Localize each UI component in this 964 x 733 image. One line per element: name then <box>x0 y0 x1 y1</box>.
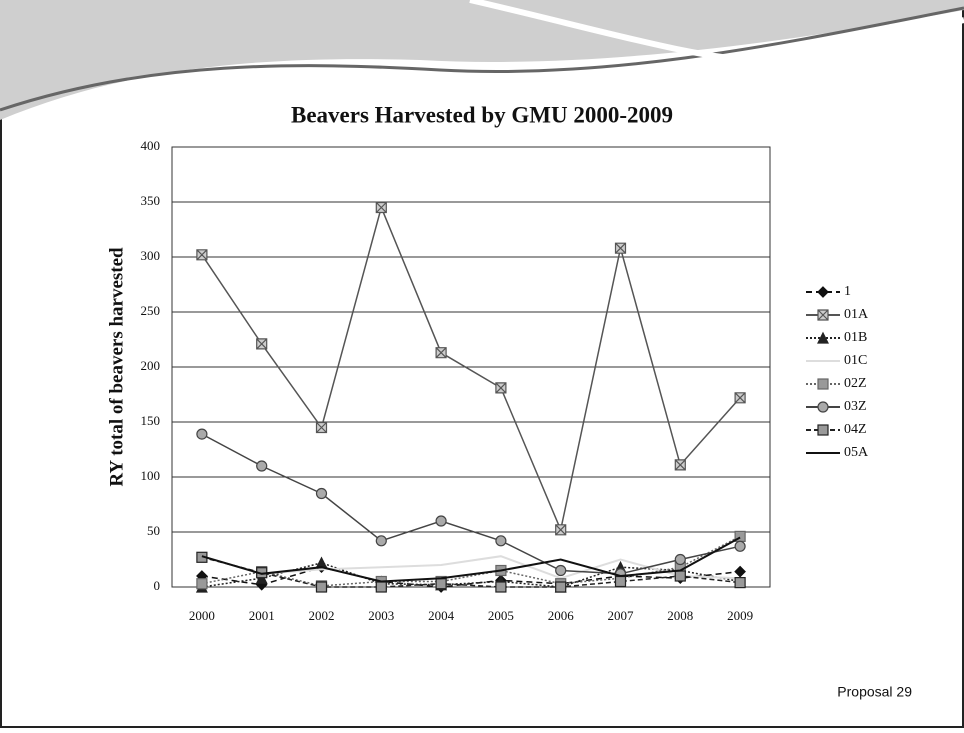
series <box>196 428 746 580</box>
series-line <box>201 205 741 533</box>
marker <box>674 553 686 566</box>
y-tick-label: 200 <box>141 358 161 373</box>
plot: 0 50 100 150 200 250 300 350 400 2000 2001 2002 2003… <box>141 138 870 623</box>
legend-marker <box>817 401 829 413</box>
footer: Proposal 29 <box>837 684 912 700</box>
x-tick-label: 2003 <box>368 608 394 623</box>
marker <box>734 576 746 589</box>
series-line <box>201 555 741 580</box>
marker <box>435 578 447 590</box>
legend-marker <box>817 424 829 436</box>
marker <box>196 578 208 590</box>
marker <box>734 392 746 404</box>
marker <box>734 540 746 552</box>
series-line <box>201 566 741 588</box>
legend-label: 03Z <box>844 399 867 414</box>
marker <box>315 421 328 434</box>
legend-label: 02Z <box>844 376 867 391</box>
series <box>196 201 746 536</box>
marker <box>495 535 507 547</box>
marker <box>256 460 268 472</box>
marker <box>674 570 686 582</box>
x-tick-label: 2001 <box>249 608 275 623</box>
legend-label: 01C <box>844 353 867 368</box>
legend-label: 05A <box>844 445 869 460</box>
marker <box>375 201 387 214</box>
y-tick-label: 300 <box>141 248 161 263</box>
marker <box>375 535 387 547</box>
x-tick-label: 2000 <box>189 608 215 623</box>
marker <box>614 575 627 588</box>
y-tick-label: 400 <box>141 138 161 153</box>
series-line <box>201 556 741 588</box>
legend-label: 1 <box>844 284 851 299</box>
x-tick-label: 2009 <box>727 608 753 623</box>
marker <box>555 524 567 536</box>
marker <box>674 459 686 471</box>
y-axis-title: RY total of beavers harvested <box>106 247 127 487</box>
legend-marker <box>817 286 829 298</box>
marker <box>435 347 447 359</box>
legend-marker <box>817 378 829 390</box>
marker <box>196 428 208 440</box>
series <box>196 551 746 593</box>
marker <box>315 487 328 500</box>
y-tick-label: 350 <box>141 193 161 208</box>
x-tick-label: 2005 <box>488 608 514 623</box>
marker <box>555 581 567 593</box>
marker <box>375 581 387 593</box>
x-tick-label: 2006 <box>548 608 575 623</box>
y-tick-label: 0 <box>154 578 161 593</box>
x-tick-label: 2004 <box>428 608 455 623</box>
series-line <box>201 536 741 583</box>
header-swoosh <box>0 0 964 120</box>
series-line <box>201 433 741 575</box>
marker <box>315 581 328 593</box>
legend-label: 04Z <box>844 422 867 437</box>
legend-label: 01A <box>844 307 869 322</box>
marker <box>614 242 627 254</box>
y-tick-label: 50 <box>147 523 160 538</box>
legend-label: 01B <box>844 330 867 345</box>
y-tick-label: 150 <box>141 413 161 428</box>
series <box>201 555 741 580</box>
legend-marker <box>817 309 829 321</box>
marker <box>435 515 447 527</box>
legend-marker <box>817 331 829 344</box>
marker <box>495 382 507 394</box>
y-tick-label: 250 <box>141 303 161 318</box>
x-tick-label: 2008 <box>667 608 693 623</box>
y-tick-label: 100 <box>141 468 161 483</box>
marker <box>555 564 567 577</box>
chart-title: Beavers Harvested by GMU 2000-2009 <box>291 102 673 127</box>
marker <box>495 581 507 593</box>
x-tick-label: 2002 <box>309 608 335 623</box>
x-tick-label: 2007 <box>608 608 635 623</box>
marker <box>196 249 208 261</box>
header-curve <box>0 6 964 112</box>
marker <box>256 338 268 350</box>
series <box>201 536 741 583</box>
series-line <box>201 535 741 587</box>
header-highlight <box>469 0 964 64</box>
